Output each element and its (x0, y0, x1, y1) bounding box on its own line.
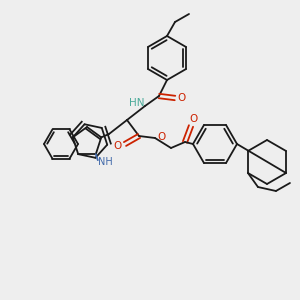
Text: O: O (190, 114, 198, 124)
Text: O: O (113, 141, 121, 151)
Text: O: O (177, 93, 185, 103)
Text: HN: HN (129, 98, 145, 108)
Text: O: O (158, 132, 166, 142)
Text: NH: NH (98, 157, 112, 167)
